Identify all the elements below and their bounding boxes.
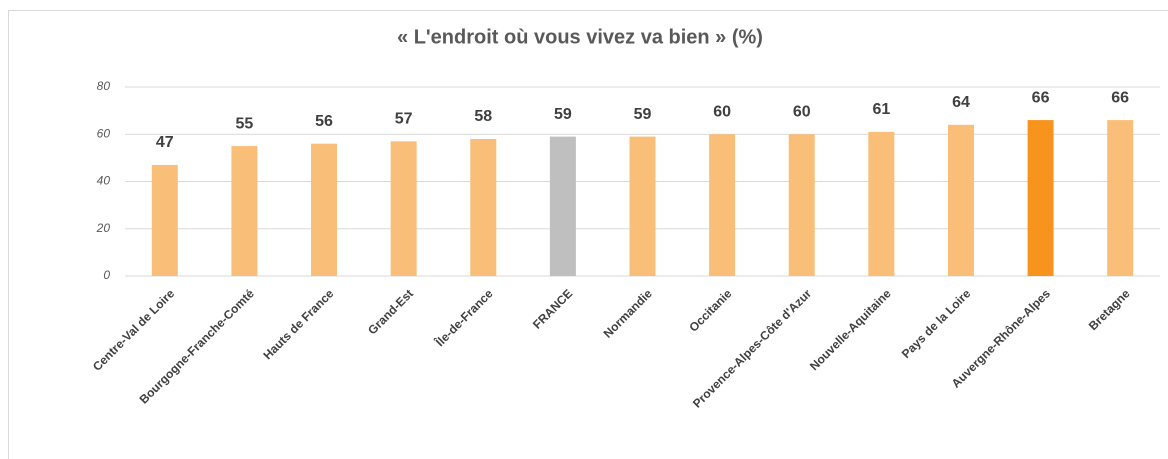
chart-frame [8, 10, 1168, 459]
data-label: 58 [474, 108, 492, 125]
bar [947, 124, 974, 276]
y-tick-label: 0 [103, 268, 110, 282]
y-tick-label: 40 [97, 174, 111, 188]
bar [390, 141, 417, 276]
bar [629, 136, 656, 276]
data-label: 64 [952, 94, 970, 111]
bar [788, 134, 815, 276]
bar [231, 146, 258, 276]
bar [709, 134, 736, 276]
data-label: 61 [872, 101, 890, 118]
data-label: 55 [236, 115, 254, 132]
bar [1107, 120, 1134, 276]
bar [549, 136, 576, 276]
y-tick-label: 20 [96, 221, 111, 235]
y-tick-label: 80 [97, 79, 111, 93]
data-label: 60 [793, 103, 811, 120]
bar [868, 131, 895, 276]
bar [470, 138, 497, 276]
bar [1027, 120, 1054, 276]
bar [311, 143, 338, 276]
data-label: 56 [315, 113, 333, 130]
chart-title: « L'endroit où vous vivez va bien » (%) [397, 26, 763, 48]
data-label: 57 [395, 111, 413, 128]
data-label: 66 [1111, 89, 1129, 106]
data-label: 60 [713, 103, 731, 120]
bar [151, 164, 178, 276]
data-label: 59 [634, 106, 652, 123]
data-label: 66 [1032, 89, 1050, 106]
data-label: 47 [156, 134, 174, 151]
data-label: 59 [554, 106, 572, 123]
y-tick-label: 60 [97, 126, 111, 140]
